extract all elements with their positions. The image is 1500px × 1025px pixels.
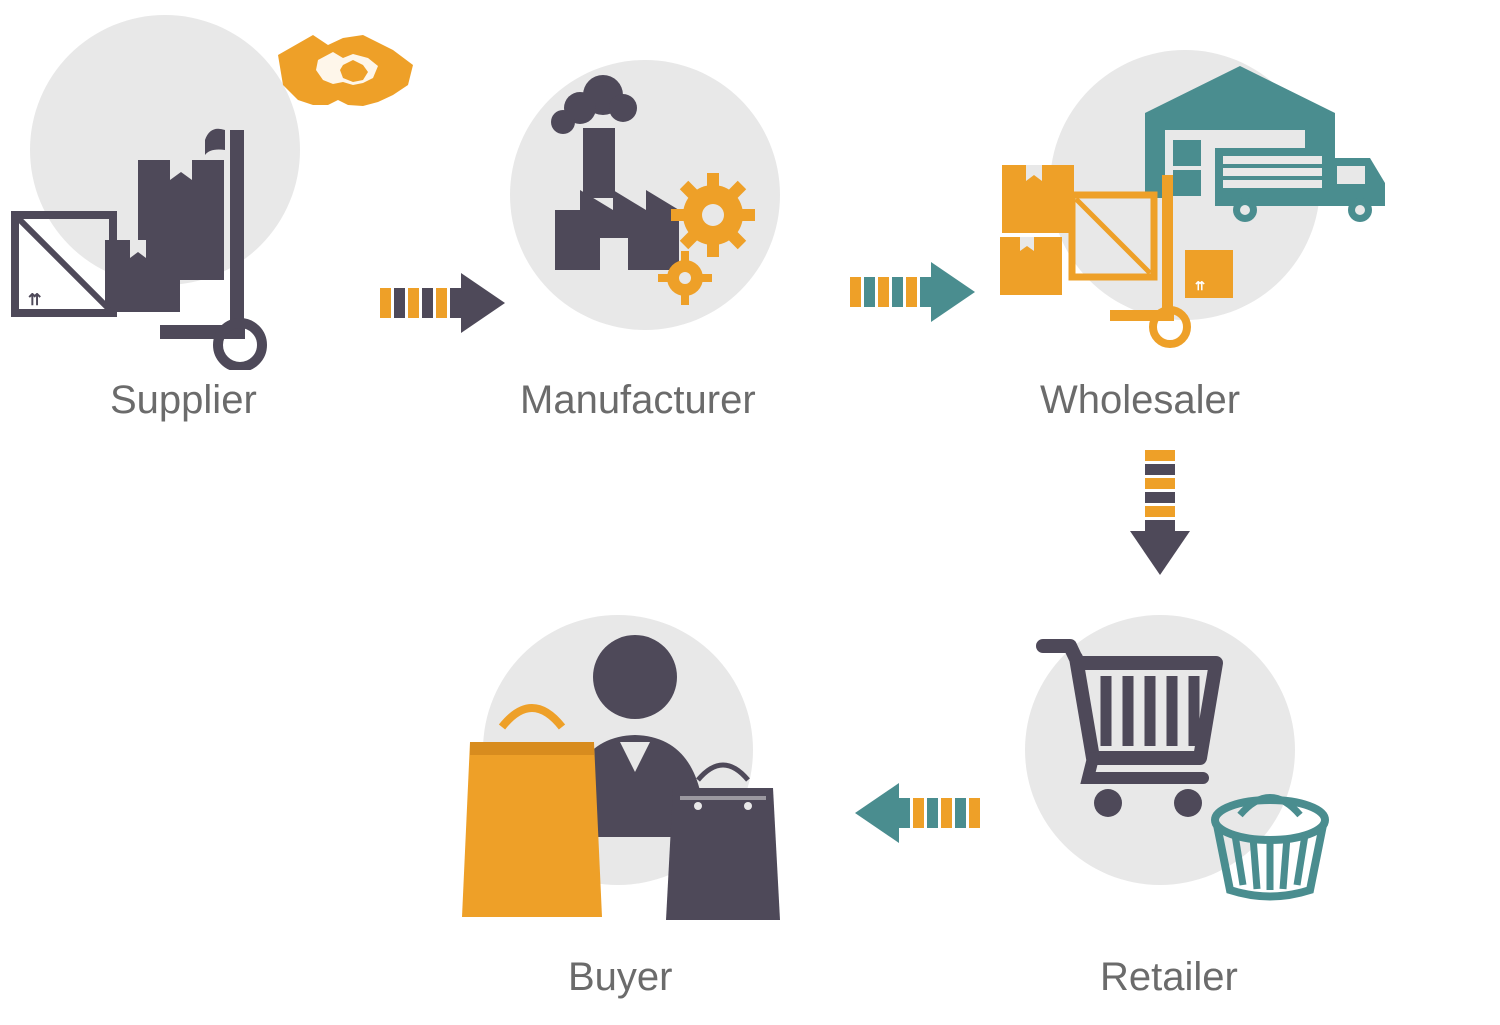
wholesaler-label: Wholesaler bbox=[1040, 378, 1240, 423]
factory-icon bbox=[525, 60, 785, 320]
svg-text:⇈: ⇈ bbox=[1195, 279, 1205, 293]
arrow-retailer-buyer bbox=[850, 778, 980, 848]
arrow-wholesaler-retailer bbox=[1125, 450, 1195, 580]
supplier-boxes-icon: ⇈ bbox=[10, 100, 330, 370]
svg-text:⇈: ⇈ bbox=[28, 292, 41, 309]
arrow-manufacturer-wholesaler bbox=[850, 257, 980, 327]
retailer-label: Retailer bbox=[1100, 955, 1238, 1000]
supplier-label: Supplier bbox=[110, 378, 257, 423]
buyer-label: Buyer bbox=[568, 955, 673, 1000]
manufacturer-label: Manufacturer bbox=[520, 378, 756, 423]
wholesaler-boxes-icon: ⇈ bbox=[990, 155, 1240, 375]
shopping-basket-icon bbox=[1195, 785, 1345, 915]
shopping-bag-purple-icon bbox=[658, 748, 788, 928]
shopping-bag-orange-icon bbox=[452, 697, 612, 927]
arrow-supplier-manufacturer bbox=[380, 268, 510, 338]
